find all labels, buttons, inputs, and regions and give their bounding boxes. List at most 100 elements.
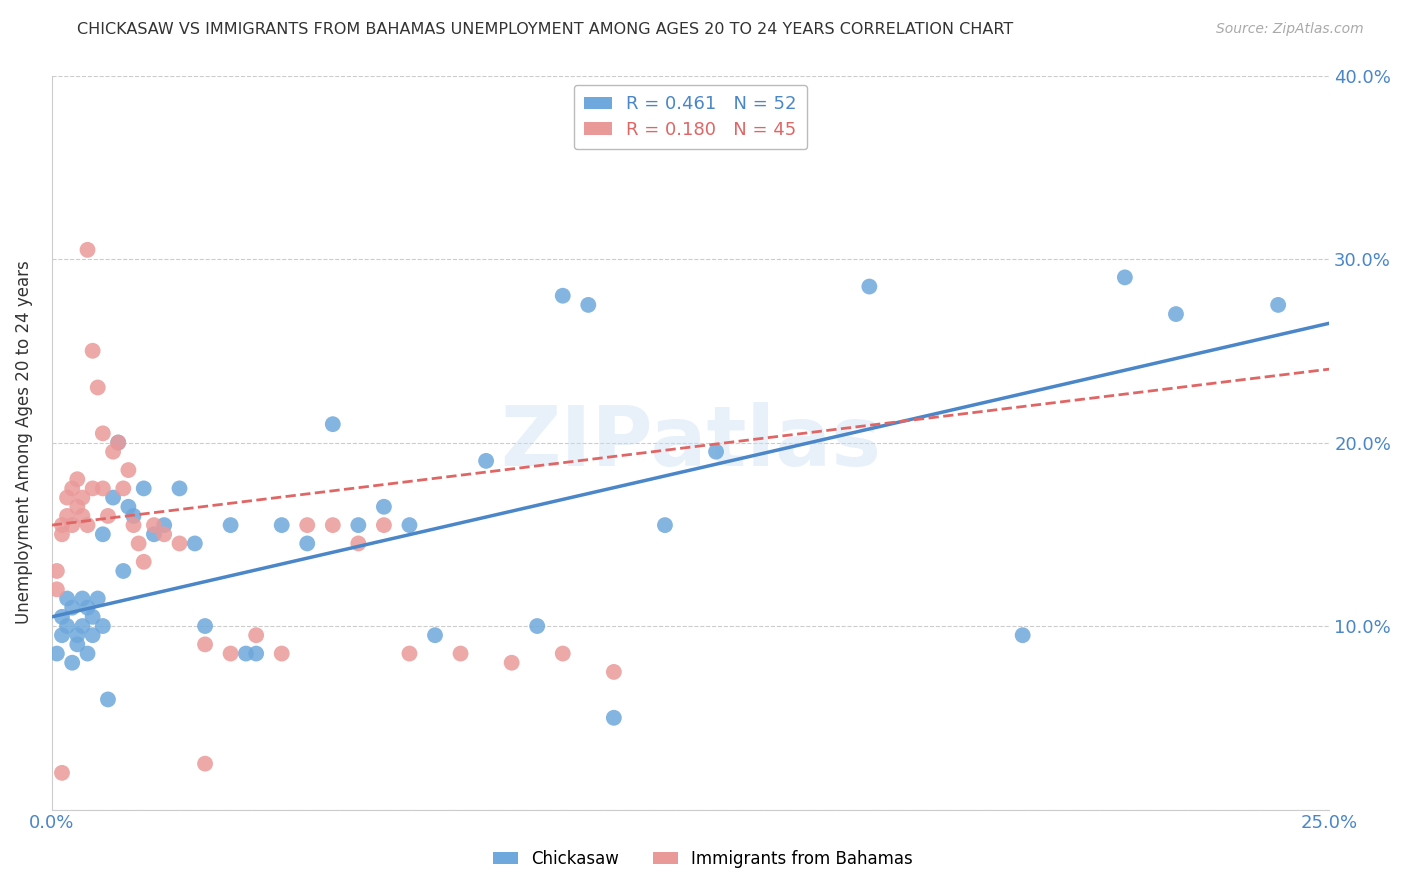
Point xyxy=(66,637,89,651)
Point xyxy=(297,536,319,550)
Point xyxy=(450,647,472,661)
Y-axis label: Unemployment Among Ages 20 to 24 years: Unemployment Among Ages 20 to 24 years xyxy=(15,260,32,624)
Point xyxy=(82,482,104,496)
Point xyxy=(60,518,83,533)
Point xyxy=(76,518,98,533)
Point xyxy=(526,619,548,633)
Point xyxy=(101,444,124,458)
Point xyxy=(373,500,395,514)
Point xyxy=(1011,628,1033,642)
Legend: Chickasaw, Immigrants from Bahamas: Chickasaw, Immigrants from Bahamas xyxy=(486,844,920,875)
Point xyxy=(297,518,319,533)
Point xyxy=(72,508,94,523)
Point xyxy=(132,555,155,569)
Point xyxy=(475,454,498,468)
Point xyxy=(101,491,124,505)
Point xyxy=(117,463,139,477)
Point xyxy=(91,426,114,441)
Point xyxy=(1267,298,1289,312)
Point xyxy=(56,591,79,606)
Point xyxy=(142,527,165,541)
Point xyxy=(398,518,420,533)
Point xyxy=(194,619,217,633)
Point xyxy=(603,665,626,679)
Point xyxy=(128,536,150,550)
Point xyxy=(97,692,120,706)
Point xyxy=(235,647,257,661)
Point xyxy=(373,518,395,533)
Point xyxy=(72,619,94,633)
Point xyxy=(347,518,370,533)
Point xyxy=(122,518,145,533)
Point xyxy=(72,491,94,505)
Point xyxy=(117,500,139,514)
Point xyxy=(87,591,110,606)
Point xyxy=(219,647,242,661)
Point xyxy=(501,656,523,670)
Point xyxy=(153,518,176,533)
Point xyxy=(45,647,67,661)
Point xyxy=(66,628,89,642)
Point xyxy=(551,647,574,661)
Point xyxy=(76,600,98,615)
Point xyxy=(576,298,599,312)
Point xyxy=(122,508,145,523)
Point xyxy=(184,536,207,550)
Point xyxy=(704,444,727,458)
Point xyxy=(82,343,104,358)
Point xyxy=(169,482,191,496)
Point xyxy=(91,482,114,496)
Point xyxy=(603,711,626,725)
Text: ZIPatlas: ZIPatlas xyxy=(501,402,882,483)
Point xyxy=(112,564,135,578)
Point xyxy=(82,610,104,624)
Point xyxy=(56,491,79,505)
Point xyxy=(347,536,370,550)
Point xyxy=(91,527,114,541)
Point xyxy=(245,628,267,642)
Point xyxy=(322,417,344,432)
Point xyxy=(194,637,217,651)
Point xyxy=(66,472,89,486)
Point xyxy=(194,756,217,771)
Point xyxy=(60,600,83,615)
Text: Source: ZipAtlas.com: Source: ZipAtlas.com xyxy=(1216,22,1364,37)
Point xyxy=(87,380,110,394)
Point xyxy=(1164,307,1187,321)
Point xyxy=(45,564,67,578)
Point xyxy=(858,279,880,293)
Point xyxy=(112,482,135,496)
Point xyxy=(91,619,114,633)
Point xyxy=(56,508,79,523)
Point xyxy=(107,435,129,450)
Point xyxy=(1114,270,1136,285)
Point xyxy=(72,591,94,606)
Point xyxy=(51,628,73,642)
Point xyxy=(245,647,267,661)
Point xyxy=(219,518,242,533)
Point xyxy=(60,482,83,496)
Point xyxy=(45,582,67,597)
Point xyxy=(169,536,191,550)
Point xyxy=(66,500,89,514)
Point xyxy=(56,619,79,633)
Point xyxy=(51,610,73,624)
Point xyxy=(270,647,292,661)
Point xyxy=(142,518,165,533)
Point xyxy=(654,518,676,533)
Point xyxy=(270,518,292,533)
Legend: R = 0.461   N = 52, R = 0.180   N = 45: R = 0.461 N = 52, R = 0.180 N = 45 xyxy=(574,85,807,150)
Point xyxy=(51,765,73,780)
Point xyxy=(76,647,98,661)
Point xyxy=(60,656,83,670)
Point xyxy=(51,518,73,533)
Point xyxy=(97,508,120,523)
Point xyxy=(551,289,574,303)
Point xyxy=(398,647,420,661)
Point xyxy=(51,527,73,541)
Point xyxy=(76,243,98,257)
Text: CHICKASAW VS IMMIGRANTS FROM BAHAMAS UNEMPLOYMENT AMONG AGES 20 TO 24 YEARS CORR: CHICKASAW VS IMMIGRANTS FROM BAHAMAS UNE… xyxy=(77,22,1014,37)
Point xyxy=(153,527,176,541)
Point xyxy=(322,518,344,533)
Point xyxy=(132,482,155,496)
